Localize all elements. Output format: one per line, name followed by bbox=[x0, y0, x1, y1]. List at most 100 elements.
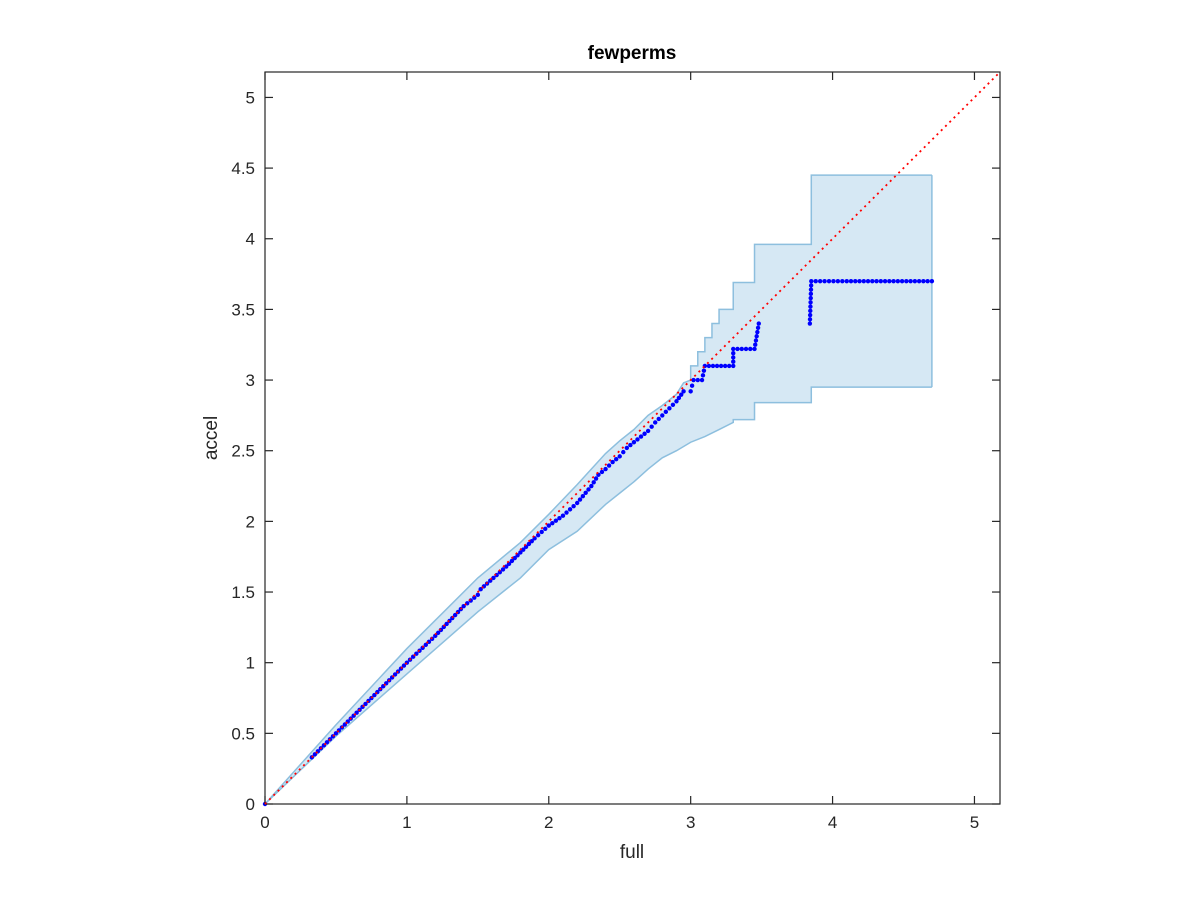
axes bbox=[264, 71, 1001, 805]
data-point bbox=[679, 392, 684, 397]
data-point bbox=[461, 603, 466, 609]
data-point bbox=[670, 402, 676, 407]
data-point bbox=[518, 550, 523, 555]
data-point bbox=[706, 363, 712, 369]
data-point bbox=[752, 346, 757, 352]
x-tick-label: 3 bbox=[686, 813, 695, 832]
confidence-band bbox=[264, 174, 933, 805]
data-point bbox=[808, 304, 813, 309]
data-point bbox=[423, 642, 429, 647]
y-axis-label: accel bbox=[201, 416, 222, 460]
data-point bbox=[887, 278, 892, 284]
data-point bbox=[731, 346, 736, 352]
data-point bbox=[656, 416, 661, 422]
data-point bbox=[912, 278, 918, 284]
data-point bbox=[553, 518, 559, 523]
data-point bbox=[591, 480, 596, 485]
data-point bbox=[674, 399, 679, 404]
data-point bbox=[571, 503, 576, 509]
data-point bbox=[535, 532, 541, 538]
data-point bbox=[500, 567, 506, 572]
data-point bbox=[700, 373, 706, 378]
y-tick-label: 3.5 bbox=[231, 300, 255, 319]
data-point bbox=[521, 547, 526, 552]
data-point bbox=[808, 308, 813, 314]
data-point bbox=[681, 389, 686, 394]
y-tick-label: 0 bbox=[246, 795, 255, 814]
data-point bbox=[748, 346, 753, 352]
data-point bbox=[603, 466, 608, 472]
data-point bbox=[638, 434, 644, 439]
data-point bbox=[808, 295, 813, 301]
y-tick-label: 1.5 bbox=[231, 583, 255, 602]
band-lower-edge bbox=[264, 386, 932, 805]
data-point bbox=[861, 278, 866, 284]
data-point bbox=[560, 513, 566, 518]
data-point bbox=[754, 334, 759, 339]
data-point bbox=[925, 278, 930, 284]
data-point bbox=[844, 278, 849, 284]
data-point bbox=[433, 633, 438, 639]
data-point bbox=[755, 329, 760, 335]
data-point bbox=[512, 555, 517, 561]
data-point bbox=[807, 312, 813, 318]
data-point bbox=[865, 278, 871, 284]
band-fill bbox=[265, 175, 932, 804]
x-tick-label: 1 bbox=[402, 813, 411, 832]
data-point bbox=[743, 346, 749, 352]
data-point bbox=[546, 523, 551, 528]
x-tick-label: 0 bbox=[260, 813, 269, 832]
y-tick-label: 4.5 bbox=[231, 159, 255, 178]
data-point bbox=[753, 342, 758, 347]
data-point bbox=[731, 351, 736, 356]
data-point bbox=[624, 445, 630, 451]
data-point bbox=[645, 428, 651, 434]
data-point bbox=[567, 507, 573, 512]
data-point bbox=[589, 483, 594, 489]
data-point bbox=[372, 692, 377, 698]
data-point bbox=[635, 437, 640, 442]
chart-title: fewperms bbox=[588, 43, 677, 64]
x-axis-label: full bbox=[620, 842, 644, 863]
data-point bbox=[660, 413, 665, 418]
data-point bbox=[504, 564, 509, 569]
data-point bbox=[478, 587, 483, 592]
data-point bbox=[701, 368, 707, 373]
data-point bbox=[401, 663, 407, 668]
data-point bbox=[874, 278, 879, 284]
data-point bbox=[472, 595, 477, 600]
data-point bbox=[753, 338, 759, 343]
data-point bbox=[756, 321, 761, 326]
data-point bbox=[593, 476, 599, 481]
data-point bbox=[731, 359, 736, 364]
data-point bbox=[699, 377, 705, 383]
data-point bbox=[599, 469, 605, 475]
data-point bbox=[667, 406, 672, 411]
y-tick-label: 4 bbox=[246, 230, 255, 249]
data-point bbox=[606, 463, 612, 468]
data-point bbox=[435, 630, 441, 636]
data-point bbox=[580, 494, 586, 499]
data-point bbox=[653, 420, 658, 425]
data-point bbox=[452, 612, 458, 618]
data-point bbox=[392, 672, 398, 677]
data-point bbox=[586, 487, 591, 492]
data-point bbox=[363, 701, 368, 707]
data-point bbox=[529, 538, 534, 544]
data-point bbox=[710, 363, 716, 369]
band-upper-edge bbox=[264, 174, 932, 805]
data-point bbox=[676, 395, 682, 401]
data-point bbox=[663, 409, 669, 415]
data-point bbox=[831, 278, 836, 284]
data-point bbox=[574, 500, 580, 506]
data-point bbox=[840, 278, 845, 284]
data-point bbox=[444, 621, 449, 627]
data-point bbox=[853, 278, 858, 284]
data-point bbox=[807, 317, 813, 322]
data-point bbox=[526, 541, 532, 547]
data-point bbox=[577, 497, 583, 502]
data-point bbox=[333, 731, 339, 736]
data-point bbox=[610, 459, 615, 465]
data-point bbox=[916, 278, 922, 284]
data-point bbox=[628, 442, 633, 448]
